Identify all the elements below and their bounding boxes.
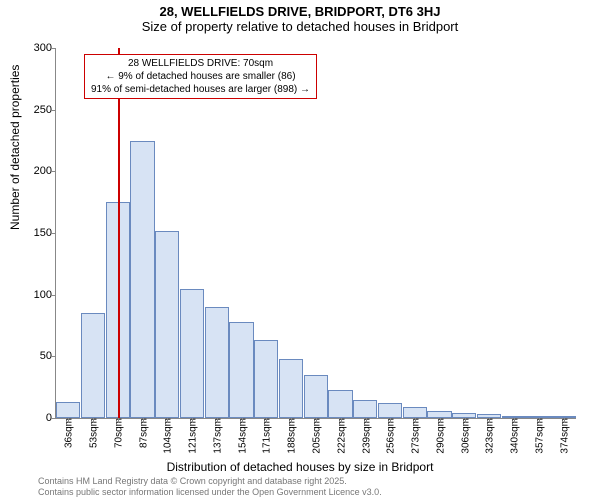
- histogram-bar: [130, 141, 154, 419]
- x-tick-mark: [390, 418, 391, 423]
- annotation-line2: ← 9% of detached houses are smaller (86): [91, 70, 310, 83]
- histogram-bar: [180, 289, 204, 419]
- histogram-bar: [304, 375, 328, 418]
- footer-attribution: Contains HM Land Registry data © Crown c…: [38, 476, 382, 498]
- histogram-bar: [254, 340, 278, 418]
- histogram-bar: [56, 402, 80, 418]
- x-tick-label: 137sqm: [210, 418, 223, 454]
- x-axis-label: Distribution of detached houses by size …: [0, 460, 600, 474]
- x-tick-label: 239sqm: [359, 418, 372, 454]
- y-tick-mark: [51, 233, 56, 234]
- histogram-bar: [205, 307, 229, 418]
- x-tick-mark: [341, 418, 342, 423]
- annotation-box: 28 WELLFIELDS DRIVE: 70sqm ← 9% of detac…: [84, 54, 317, 99]
- x-tick-label: 188sqm: [285, 418, 298, 454]
- histogram-bar: [328, 390, 352, 418]
- x-tick-label: 357sqm: [532, 418, 545, 454]
- x-tick-mark: [465, 418, 466, 423]
- histogram-bar: [81, 313, 105, 418]
- x-tick-mark: [68, 418, 69, 423]
- x-tick-mark: [93, 418, 94, 423]
- histogram-bar: [155, 231, 179, 418]
- x-tick-mark: [192, 418, 193, 423]
- property-marker-line: [118, 48, 120, 418]
- x-tick-label: 273sqm: [409, 418, 422, 454]
- x-tick-mark: [118, 418, 119, 423]
- x-tick-mark: [539, 418, 540, 423]
- histogram-bar: [279, 359, 303, 418]
- y-tick-mark: [51, 171, 56, 172]
- x-tick-mark: [291, 418, 292, 423]
- histogram-bar: [427, 411, 451, 418]
- x-tick-mark: [489, 418, 490, 423]
- footer-line1: Contains HM Land Registry data © Crown c…: [38, 476, 382, 487]
- histogram-bar: [353, 400, 377, 419]
- histogram-bar: [378, 403, 402, 418]
- x-tick-mark: [266, 418, 267, 423]
- x-tick-label: 104sqm: [161, 418, 174, 454]
- x-tick-mark: [514, 418, 515, 423]
- histogram-bar: [403, 407, 427, 418]
- x-tick-mark: [564, 418, 565, 423]
- x-tick-mark: [143, 418, 144, 423]
- footer-line2: Contains public sector information licen…: [38, 487, 382, 498]
- x-tick-label: 374sqm: [557, 418, 570, 454]
- x-tick-label: 306sqm: [458, 418, 471, 454]
- y-tick-mark: [51, 356, 56, 357]
- chart-plot-area: 05010015020025030036sqm53sqm70sqm87sqm10…: [55, 48, 576, 419]
- x-tick-label: 121sqm: [186, 418, 199, 454]
- y-tick-mark: [51, 418, 56, 419]
- x-tick-label: 154sqm: [235, 418, 248, 454]
- x-tick-label: 222sqm: [334, 418, 347, 454]
- annotation-line3: 91% of semi-detached houses are larger (…: [91, 83, 310, 96]
- x-tick-label: 323sqm: [483, 418, 496, 454]
- x-tick-mark: [440, 418, 441, 423]
- y-axis-label: Number of detached properties: [8, 65, 22, 230]
- y-tick-mark: [51, 295, 56, 296]
- y-tick-mark: [51, 48, 56, 49]
- x-tick-label: 290sqm: [433, 418, 446, 454]
- title-main: 28, WELLFIELDS DRIVE, BRIDPORT, DT6 3HJ: [0, 0, 600, 19]
- chart-container: 28, WELLFIELDS DRIVE, BRIDPORT, DT6 3HJ …: [0, 0, 600, 500]
- x-tick-mark: [217, 418, 218, 423]
- x-tick-mark: [167, 418, 168, 423]
- x-tick-label: 256sqm: [384, 418, 397, 454]
- x-tick-mark: [316, 418, 317, 423]
- annotation-line1: 28 WELLFIELDS DRIVE: 70sqm: [91, 57, 310, 70]
- x-tick-label: 171sqm: [260, 418, 273, 454]
- x-tick-label: 340sqm: [508, 418, 521, 454]
- title-sub: Size of property relative to detached ho…: [0, 19, 600, 36]
- x-tick-mark: [242, 418, 243, 423]
- x-tick-label: 205sqm: [310, 418, 323, 454]
- x-tick-mark: [415, 418, 416, 423]
- y-tick-mark: [51, 110, 56, 111]
- histogram-bar: [229, 322, 253, 418]
- x-tick-mark: [366, 418, 367, 423]
